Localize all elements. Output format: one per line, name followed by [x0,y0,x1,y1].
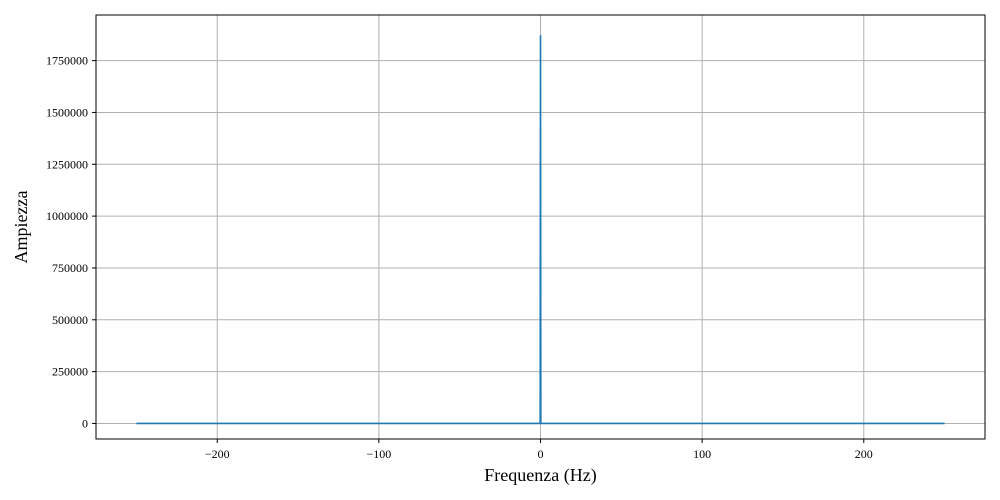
x-tick-label: 0 [538,447,544,461]
x-tick-label: −100 [366,447,391,461]
y-tick-label: 1000000 [46,209,88,223]
y-tick-label: 250000 [52,365,88,379]
series-line [136,34,945,425]
y-tick-label: 750000 [52,261,88,275]
y-axis-label: Ampiezza [11,191,31,264]
y-tick-label: 0 [82,416,88,430]
x-tick-label: 200 [855,447,873,461]
y-tick-label: 1250000 [46,157,88,171]
y-tick-label: 500000 [52,313,88,327]
x-axis: −200 −100 0 100 200 [205,439,873,461]
x-tick-label: 100 [693,447,711,461]
series-group [136,34,945,425]
x-tick-label: −200 [205,447,230,461]
y-axis: 0 250000 500000 750000 1000000 1250000 1500000… [46,54,96,430]
y-tick-label: 1500000 [46,105,88,119]
x-axis-label: Frequenza (Hz) [484,465,596,486]
y-tick-label: 1750000 [46,54,88,68]
